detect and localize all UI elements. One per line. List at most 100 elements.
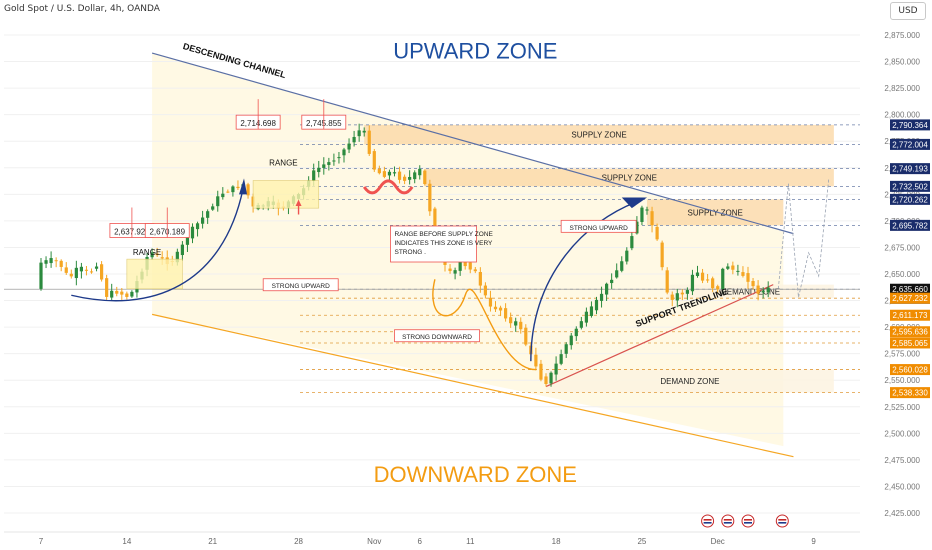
time-tick-label: 7 [39,537,44,546]
candle-body [160,257,164,259]
time-tick-label: 6 [418,537,423,546]
candle-body [195,223,200,230]
candle-body [89,271,94,273]
candle-body [377,168,381,174]
candle-body [64,267,68,273]
price-label-tag [890,163,930,175]
currency-selector[interactable]: USD [890,2,926,20]
candle-body [206,211,210,218]
candle-body [418,168,422,176]
zone-rect [546,369,834,393]
candle-body [524,327,528,345]
candle-body [751,280,755,287]
annotation-label: STRONG UPWARD [272,283,331,290]
candle-body [625,250,629,262]
price-tick-label: 2,800.000 [884,111,920,120]
range-box [126,258,183,290]
price-label-text: 2,538.330 [892,389,928,398]
candle-body [216,196,220,207]
time-tick-label: 25 [637,537,646,546]
note-box [390,225,477,263]
candle-body [226,191,230,193]
candle-body [584,311,588,323]
price-label-text: 2,720.262 [892,195,928,204]
zone-rect [364,124,834,145]
candle-body [564,344,568,354]
candle-body [246,184,250,196]
candle-body [655,226,659,240]
candle-body [498,307,503,311]
candle-body [408,176,412,180]
upward-zone-title: UPWARD ZONE [393,38,557,63]
candle-body [397,171,402,180]
candle-body [392,172,397,174]
annotation-label: RANGE [133,248,161,257]
candle-body [54,260,58,262]
candle-body [706,279,710,281]
time-tick-label: Nov [367,537,381,546]
projection-path [777,178,830,298]
candle-body [630,236,634,249]
candle-body [650,211,654,226]
flag-circle [701,514,715,528]
candle-body [322,164,326,168]
candle-body [125,293,129,297]
price-tick-label: 2,675.000 [884,243,920,252]
candle-body [231,186,235,193]
candle-body [569,335,573,346]
flag-stripe [778,519,787,521]
candle-body [352,136,356,143]
red-arrow-head [295,199,302,207]
up-arrow-curve [530,201,638,362]
candle-body [574,328,578,337]
candle-body [711,278,715,289]
candle-body [180,244,184,256]
candle-body [44,260,48,264]
candle-body [675,293,679,301]
candle-body [670,294,674,300]
candle-body [448,268,452,271]
candle-body [79,266,83,272]
zone-rect [667,284,834,299]
candle-body [175,251,179,263]
candle-body [342,149,346,156]
candle-body [519,321,523,330]
price-tick-label: 2,875.000 [884,31,920,40]
us-flag-icon [741,514,755,528]
candle-body [357,130,361,137]
candle-body [700,272,705,281]
flag-stripe [778,522,787,524]
price-label-tag [890,193,930,205]
price-label-tag [890,387,930,399]
zone-label: SUPPLY ZONE [688,208,743,217]
price-label-tag [890,119,930,131]
candle-body [544,376,548,384]
price-label-text: 2,585.065 [892,339,928,348]
candle-body [403,176,407,181]
annotation-label: RANGE [269,159,297,168]
flag-circle [775,514,789,528]
price-axis-bg [860,0,932,550]
price-label-text: 2,749.193 [892,165,928,174]
candle-body [610,279,614,284]
candle-body [509,317,513,324]
candle-body [458,260,462,271]
flag-stripe [723,519,732,521]
down-arrow-curve [432,279,536,371]
candle-body [150,252,154,258]
time-tick-label: 21 [208,537,217,546]
price-label-text: 2,611.173 [893,311,929,320]
candle-body [387,171,392,176]
candle-body [716,286,720,290]
channel-upper-line [151,52,794,235]
price-label-tag [890,180,930,192]
price-tick-label: 2,550.000 [884,376,920,385]
candle-body [599,293,604,301]
up-arrow-curve [71,188,244,302]
candle-body [453,270,457,274]
us-flag-icon [721,514,735,528]
time-tick-label: 14 [122,537,131,546]
note-text: INDICATES THIS ZONE IS VERY [395,240,494,247]
candle-body [605,283,609,295]
